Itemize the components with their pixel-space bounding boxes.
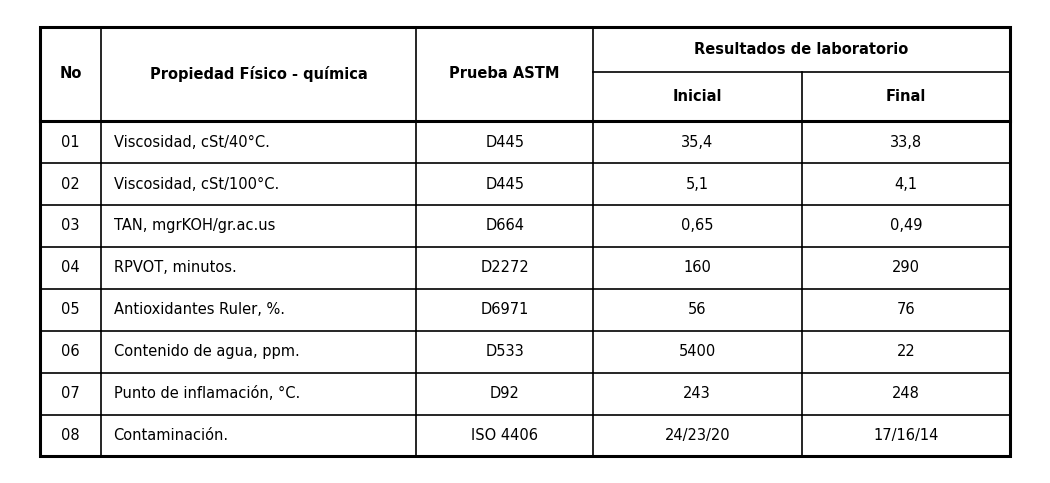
- Text: 08: 08: [61, 428, 80, 443]
- Text: D664: D664: [485, 218, 524, 233]
- Text: RPVOT, minutos.: RPVOT, minutos.: [113, 260, 236, 275]
- Text: 248: 248: [891, 386, 920, 401]
- Text: 76: 76: [897, 302, 916, 317]
- Text: 56: 56: [688, 302, 707, 317]
- Bar: [40, 27, 1010, 456]
- Text: 290: 290: [891, 260, 920, 275]
- Text: Resultados de laboratorio: Resultados de laboratorio: [694, 42, 908, 57]
- Text: 17/16/14: 17/16/14: [874, 428, 939, 443]
- Text: No: No: [59, 66, 82, 81]
- Text: Viscosidad, cSt/40°C.: Viscosidad, cSt/40°C.: [113, 135, 270, 150]
- Text: D445: D445: [485, 176, 524, 191]
- Text: D92: D92: [489, 386, 520, 401]
- Text: 22: 22: [897, 344, 916, 359]
- Text: 07: 07: [61, 386, 80, 401]
- Text: 0,49: 0,49: [889, 218, 922, 233]
- Text: 03: 03: [61, 218, 80, 233]
- Text: 4,1: 4,1: [895, 176, 918, 191]
- Text: Punto de inflamación, °C.: Punto de inflamación, °C.: [113, 386, 300, 401]
- Text: TAN, mgrKOH/gr.ac.us: TAN, mgrKOH/gr.ac.us: [113, 218, 275, 233]
- Text: 35,4: 35,4: [681, 135, 713, 150]
- Text: 243: 243: [684, 386, 711, 401]
- Text: 33,8: 33,8: [889, 135, 922, 150]
- Text: Propiedad Físico - química: Propiedad Físico - química: [150, 66, 368, 82]
- Text: 06: 06: [61, 344, 80, 359]
- Text: 24/23/20: 24/23/20: [665, 428, 730, 443]
- Text: D445: D445: [485, 135, 524, 150]
- Text: 02: 02: [61, 176, 80, 191]
- Text: 05: 05: [61, 302, 80, 317]
- Text: Antioxidantes Ruler, %.: Antioxidantes Ruler, %.: [113, 302, 285, 317]
- Text: Prueba ASTM: Prueba ASTM: [449, 66, 560, 81]
- Text: 5,1: 5,1: [686, 176, 709, 191]
- Text: D6971: D6971: [481, 302, 529, 317]
- Text: 01: 01: [61, 135, 80, 150]
- Text: 0,65: 0,65: [681, 218, 713, 233]
- Text: 04: 04: [61, 260, 80, 275]
- Text: ISO 4406: ISO 4406: [471, 428, 539, 443]
- Text: 160: 160: [684, 260, 711, 275]
- Text: Contenido de agua, ppm.: Contenido de agua, ppm.: [113, 344, 299, 359]
- Text: Final: Final: [885, 89, 926, 104]
- Text: D2272: D2272: [480, 260, 529, 275]
- Text: 5400: 5400: [678, 344, 716, 359]
- Text: D533: D533: [485, 344, 524, 359]
- Text: Viscosidad, cSt/100°C.: Viscosidad, cSt/100°C.: [113, 176, 279, 191]
- Text: Contaminación.: Contaminación.: [113, 428, 229, 443]
- Text: Inicial: Inicial: [672, 89, 722, 104]
